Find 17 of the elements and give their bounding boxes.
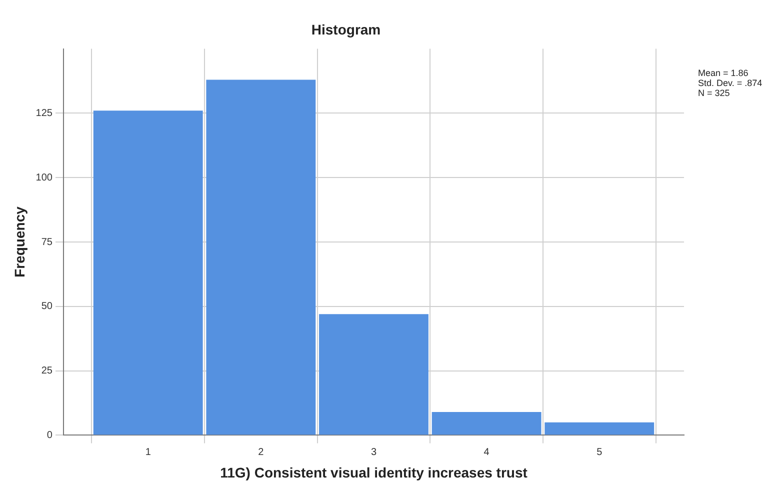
text: Mean = 1.86 [698, 68, 748, 78]
y-tick-label: 0 [46, 430, 53, 441]
y-tick-label: 25 [41, 366, 53, 377]
text: N = 325 [698, 88, 730, 98]
chart-title: Histogram [311, 21, 381, 38]
x-tick-label: 5 [596, 446, 603, 458]
x-tick-label: 1 [145, 446, 152, 458]
x-tick-label: 3 [370, 446, 377, 458]
y-tick-label: 125 [36, 108, 53, 119]
y-tick-label: 50 [41, 301, 53, 312]
x-tick-label: 4 [484, 446, 490, 458]
text: Std. Dev. = .874 [698, 78, 762, 88]
y-tick-label: 75 [41, 236, 53, 248]
y-tick-label: 100 [36, 172, 53, 184]
y-axis-title: Frequency [11, 206, 28, 278]
x-tick-label: 2 [258, 446, 264, 458]
x-axis-title: 11G) Consistent visual identity increases trust [220, 464, 528, 480]
